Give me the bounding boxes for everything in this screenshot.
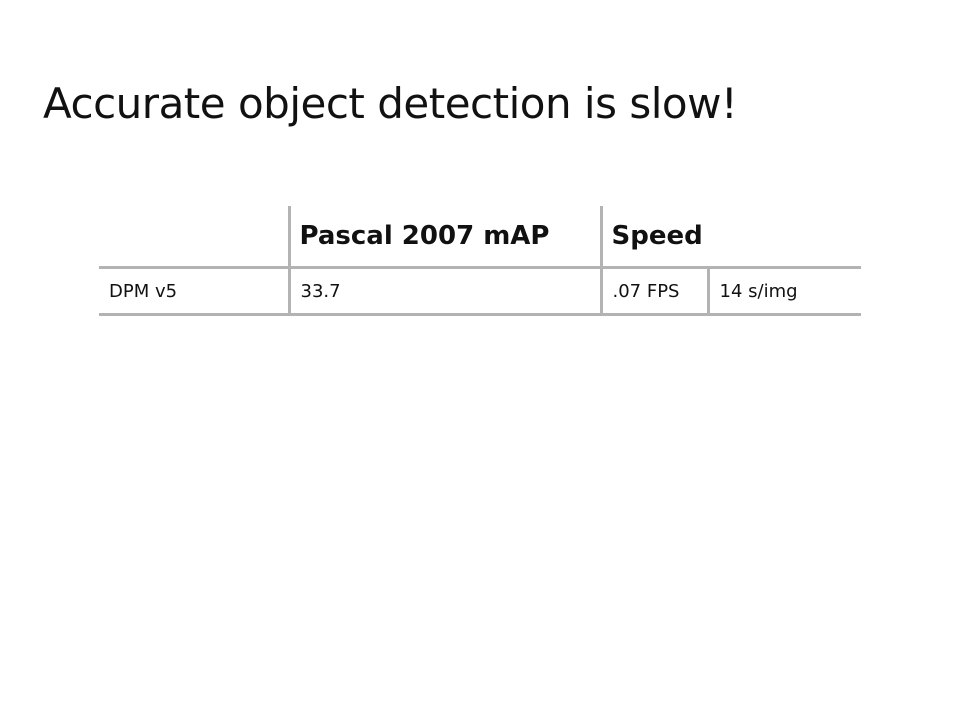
cell-time-per-image: 14 s/img [706,267,861,316]
header-pascal-2007-map: Pascal 2007 mAP [287,206,601,269]
cell-map: 33.7 [287,267,601,316]
results-table: Pascal 2007 mAP Speed DPM v5 33.7 .07 FP… [99,206,861,316]
cell-fps: .07 FPS [599,267,708,316]
header-method [99,206,289,269]
slide-title: Accurate object detection is slow! [43,79,738,128]
table-row: DPM v5 33.7 .07 FPS 14 s/img [99,267,861,316]
header-speed: Speed [599,206,861,269]
table-header-row: Pascal 2007 mAP Speed [99,206,861,269]
results-table-container: Pascal 2007 mAP Speed DPM v5 33.7 .07 FP… [99,206,861,316]
cell-method: DPM v5 [99,267,289,316]
